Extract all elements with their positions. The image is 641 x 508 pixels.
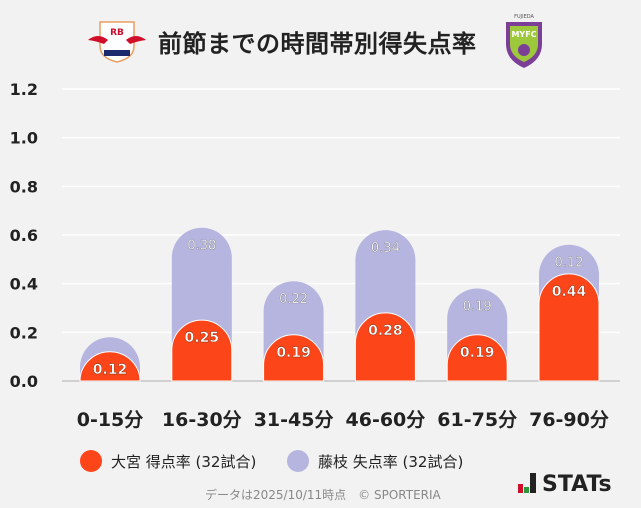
data-label-omiya: 0.25 bbox=[185, 330, 220, 346]
y-tick-label: 0.2 bbox=[10, 323, 38, 342]
y-tick-label: 1.0 bbox=[10, 129, 38, 148]
bar-omiya bbox=[79, 351, 141, 382]
bar-omiya bbox=[446, 334, 508, 382]
legend-item-omiya: 大宮 得点率 (32試合) bbox=[80, 450, 256, 472]
x-tick-label: 61-75分 bbox=[437, 409, 517, 431]
legend-item-fujieda: 藤枝 失点率 (32試合) bbox=[287, 450, 463, 472]
bar-omiya bbox=[354, 312, 416, 382]
bar-omiya bbox=[538, 273, 600, 382]
x-tick-label: 0-15分 bbox=[77, 409, 144, 431]
x-tick-label: 31-45分 bbox=[254, 409, 334, 431]
svg-text:FUJIEDA: FUJIEDA bbox=[514, 14, 534, 20]
data-label-omiya: 0.19 bbox=[460, 345, 495, 361]
stats-brand-text: STATs bbox=[542, 472, 612, 497]
y-tick-label: 0.8 bbox=[10, 177, 38, 196]
svg-text:RB: RB bbox=[110, 28, 124, 38]
data-label-omiya: 0.12 bbox=[93, 362, 128, 378]
bar-omiya bbox=[171, 319, 233, 382]
data-label-fujieda: 0.22 bbox=[279, 292, 308, 307]
footer-note: データは2025/10/11時点 © SPORTERIA bbox=[205, 488, 441, 502]
data-label-omiya: 0.28 bbox=[368, 323, 403, 339]
y-tick-label: 0.4 bbox=[10, 275, 38, 294]
y-tick-label: 0.6 bbox=[10, 226, 38, 245]
stats-brand: STATs bbox=[518, 472, 612, 499]
data-label-omiya: 0.19 bbox=[276, 345, 311, 361]
x-tick-label: 76-90分 bbox=[529, 409, 609, 431]
chart-title: 前節までの時間帯別得失点率 bbox=[158, 30, 477, 58]
y-tick-label: 1.2 bbox=[10, 80, 38, 99]
bar-omiya bbox=[263, 334, 325, 382]
stats-bars-icon bbox=[518, 473, 542, 499]
x-tick-label: 46-60分 bbox=[346, 409, 426, 431]
legend-label-omiya: 大宮 得点率 (32試合) bbox=[111, 452, 257, 471]
data-label-omiya: 0.44 bbox=[552, 284, 587, 300]
x-tick-label: 16-30分 bbox=[162, 409, 242, 431]
legend-label-fujieda: 藤枝 失点率 (32試合) bbox=[318, 452, 464, 471]
fujieda-logo: FUJIEDA MYFC bbox=[506, 14, 542, 68]
y-tick-label: 0.0 bbox=[10, 372, 38, 391]
legend-swatch-omiya bbox=[80, 450, 102, 472]
legend-swatch-fujieda bbox=[287, 450, 309, 472]
data-label-fujieda: 0.34 bbox=[371, 241, 400, 256]
data-label-fujieda: 0.38 bbox=[187, 239, 216, 254]
data-label-fujieda: 0.19 bbox=[463, 300, 492, 315]
data-label-fujieda: 0.12 bbox=[555, 256, 584, 271]
svg-text:MYFC: MYFC bbox=[511, 30, 536, 39]
omiya-logo: RB bbox=[88, 21, 146, 63]
